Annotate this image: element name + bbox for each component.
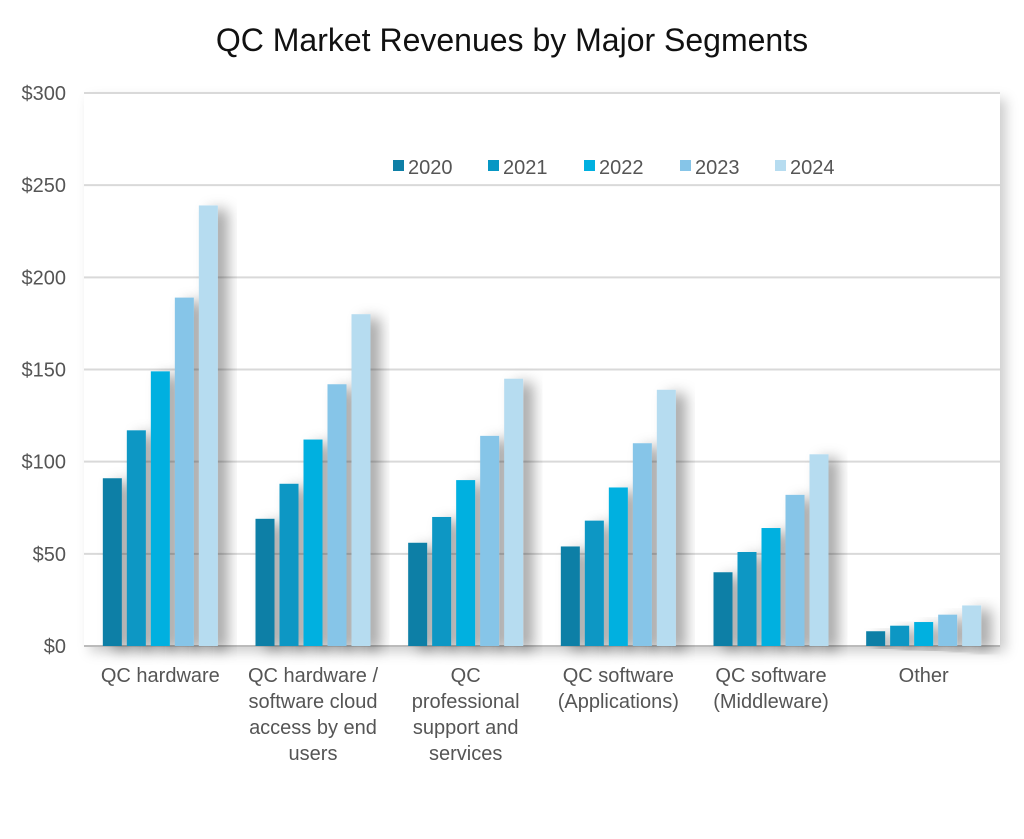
x-tick-label: QC — [451, 665, 481, 687]
y-tick-label: $250 — [22, 175, 67, 197]
bar-2023 — [327, 384, 347, 646]
bar-2023 — [480, 435, 500, 646]
x-tick-label: software cloud — [249, 691, 378, 713]
bar-2023 — [785, 494, 805, 646]
bar-2022 — [761, 528, 781, 646]
chart-title: QC Market Revenues by Major Segments — [215, 22, 809, 58]
bar-2021 — [432, 516, 452, 646]
x-tick-label: access by end — [249, 717, 377, 739]
x-tick-label: QC hardware / — [248, 665, 378, 687]
bar-2020 — [255, 518, 275, 646]
y-tick-label: $300 — [22, 83, 67, 105]
legend-swatch-2021 — [488, 160, 499, 171]
bar-2022 — [608, 487, 628, 646]
bar-2024 — [656, 389, 676, 646]
bar-2023 — [632, 443, 652, 646]
bar-2020 — [560, 546, 580, 646]
bar-2023 — [174, 297, 194, 646]
bar-2020 — [408, 542, 428, 646]
bar-2024 — [962, 605, 982, 646]
bar-2023 — [938, 614, 958, 646]
bar-2021 — [737, 551, 757, 646]
x-tick-label: (Applications) — [558, 691, 679, 713]
bar-2024 — [351, 314, 371, 646]
legend-label: 2021 — [503, 157, 548, 179]
bar-2021 — [279, 483, 299, 646]
legend-swatch-2023 — [680, 160, 691, 171]
bar-2020 — [713, 572, 733, 646]
y-tick-label: $150 — [22, 360, 67, 382]
x-tick-label: professional — [412, 691, 520, 713]
x-tick-label: users — [289, 743, 338, 765]
x-tick-label: support and — [413, 717, 519, 739]
y-tick-label: $100 — [22, 452, 67, 474]
x-tick-label: QC software — [563, 665, 674, 687]
legend-swatch-2022 — [584, 160, 595, 171]
legend-label: 2023 — [695, 157, 740, 179]
x-tick-label: (Middleware) — [713, 691, 829, 713]
bar-2024 — [809, 454, 829, 646]
legend-label: 2024 — [790, 157, 835, 179]
bar-2022 — [914, 622, 934, 646]
legend-label: 2022 — [599, 157, 644, 179]
bar-2020 — [102, 478, 122, 646]
x-tick-label: Other — [899, 665, 949, 687]
legend-swatch-2024 — [775, 160, 786, 171]
x-tick-label: services — [429, 743, 502, 765]
bar-2024 — [504, 378, 524, 646]
bar-2022 — [303, 439, 323, 646]
y-tick-label: $200 — [22, 267, 67, 289]
bar-2021 — [890, 625, 910, 646]
bar-2021 — [126, 430, 146, 646]
bar-2021 — [584, 520, 604, 646]
bar-2020 — [866, 631, 886, 646]
bar-2024 — [198, 205, 218, 646]
bar-2022 — [456, 480, 476, 646]
legend-label: 2020 — [408, 157, 453, 179]
bar-2022 — [150, 371, 170, 646]
legend-swatch-2020 — [393, 160, 404, 171]
y-tick-label: $50 — [33, 544, 66, 566]
y-tick-label: $0 — [44, 636, 66, 658]
x-tick-label: QC software — [715, 665, 826, 687]
x-tick-label: QC hardware — [101, 665, 220, 687]
